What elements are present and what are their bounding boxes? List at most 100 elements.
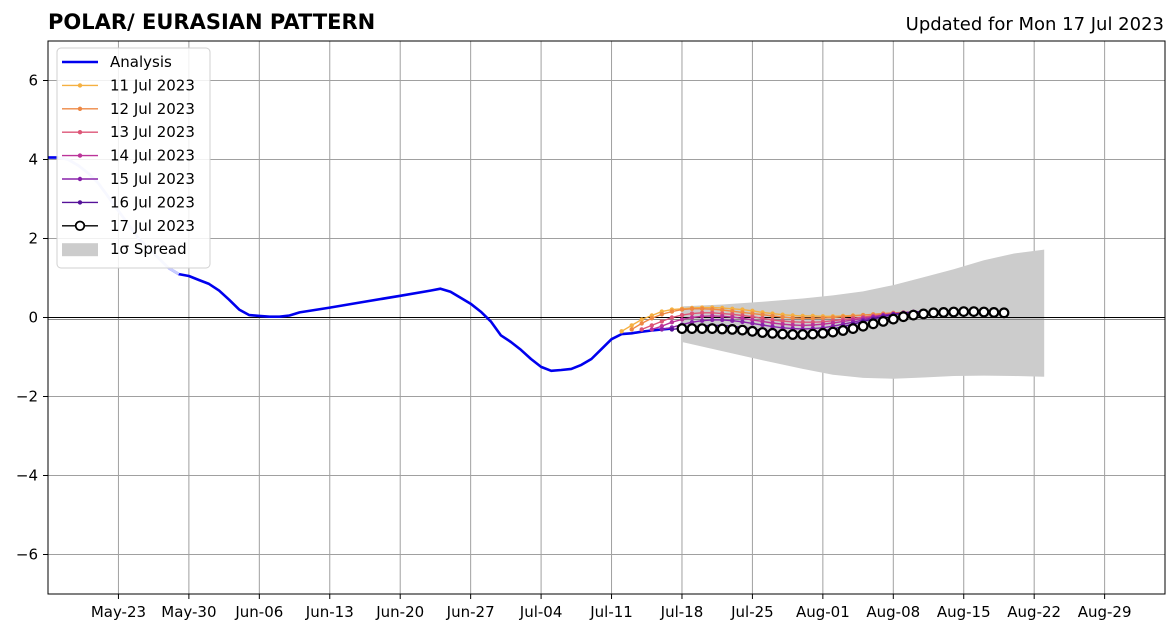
forecast-point-1-4 [669,309,675,314]
forecast-point-6-0 [676,323,688,335]
legend-entry-8: 1σ Spread [62,240,187,258]
forecast-point-3-12 [770,320,775,326]
legend-label-7: 17 Jul 2023 [110,217,195,235]
zero-line [48,317,1165,320]
forecast-point-6-9 [767,327,778,339]
forecast-point-6-18 [857,320,869,332]
legend-marker-4 [77,153,83,158]
forecast-point-6-5 [726,324,738,335]
forecast-point-1-14 [770,313,775,319]
forecast-point-3-15 [800,323,805,328]
x-tick-label-2: Jun-06 [234,603,283,621]
forecast-point-1-19 [820,315,826,321]
forecast-series-1 [629,306,926,332]
forecast-point-6-23 [908,309,919,321]
forecast-point-3-14 [790,322,795,328]
legend-marker-5 [77,176,83,182]
forecast-point-2-4 [679,312,685,318]
forecast-point-6-25 [928,307,939,319]
forecast-point-6-1 [686,323,698,335]
forecast-point-6-4 [716,323,728,335]
legend-marker-2 [77,106,83,111]
forecast-point-4-7 [730,318,735,323]
forecast-point-3-8 [730,314,735,320]
forecast-point-1-16 [790,315,795,321]
legend-label-8: 1σ Spread [110,240,187,258]
legend-entry-4: 14 Jul 2023 [62,147,195,165]
forecast-point-2-1 [649,323,654,328]
forecast-point-3-13 [780,322,785,327]
forecast-point-1-18 [810,316,815,321]
forecast-point-6-19 [867,318,879,330]
forecast-point-2-6 [699,310,705,315]
x-tick-label-6: Jul-04 [519,603,563,621]
y-tick-label-5: 4 [28,151,38,169]
x-tick-label-11: Aug-08 [866,603,920,621]
legend-entry-5: 15 Jul 2023 [62,170,195,188]
forecast-point-3-7 [720,314,725,319]
y-tick-label-3: 0 [28,309,38,327]
forecast-point-3-3 [679,317,685,322]
forecast-point-6-21 [887,313,899,325]
forecast-point-3-11 [760,319,765,324]
legend: Analysis 11 Jul 2023 12 Jul 2023 13 Jul 202… [56,47,211,269]
forecast-point-6-15 [827,326,839,338]
forecast-point-3-6 [710,313,715,319]
forecast-point-3-17 [820,322,826,327]
y-tick-label-6: 6 [28,72,38,90]
forecast-point-4-11 [770,324,775,329]
forecast-point-6-12 [797,329,809,340]
x-axis-ticks: May-23 May-30 Jun-06 Jun-13 Jun-20 Jun-27 Jul-… [91,594,1132,621]
forecast-point-1-7 [699,306,705,311]
forecast-point-6-27 [948,306,960,318]
legend-swatch-8 [62,243,98,257]
forecast-point-6-10 [777,328,788,340]
x-tick-label-3: Jun-13 [305,603,354,621]
forecast-point-2-0 [639,327,644,332]
forecast-point-4-0 [659,327,664,332]
legend-label-5: 15 Jul 2023 [110,170,195,188]
legend-marker-6 [77,200,83,205]
legend-marker-1 [77,83,83,88]
legend-entry-1: 11 Jul 2023 [62,76,195,94]
forecast-point-1-13 [760,312,765,317]
forecast-series-6 [676,306,1010,340]
x-tick-label-10: Aug-01 [796,603,850,621]
forecast-point-6-7 [747,325,758,337]
forecast-point-4-10 [760,322,765,328]
forecast-point-6-8 [757,327,768,338]
forecast-point-6-32 [998,307,1010,319]
forecast-point-1-15 [780,314,785,320]
forecast-point-1-8 [710,307,715,312]
y-tick-label-2: −2 [16,388,38,406]
forecast-point-6-30 [978,306,990,318]
x-tick-label-4: Jun-20 [375,603,424,621]
forecast-point-6-20 [877,316,889,327]
forecast-point-4-6 [720,317,725,323]
forecast-point-3-0 [649,327,654,332]
forecast-point-6-17 [847,323,859,335]
legend-entry-7: 17 Jul 2023 [62,217,195,235]
forecast-point-0-0 [619,329,624,334]
forecast-point-1-1 [639,321,644,326]
forecast-point-1-0 [629,327,634,332]
forecast-point-3-4 [689,315,695,320]
x-tick-label-14: Aug-29 [1078,603,1132,621]
forecast-point-1-5 [679,307,685,312]
forecast-point-3-16 [810,322,815,328]
y-tick-label-0: −6 [16,546,38,564]
legend-label-3: 13 Jul 2023 [110,123,195,141]
chart-title: POLAR/ EURASIAN PATTERN [48,10,375,34]
chart-subtitle: Updated for Mon 17 Jul 2023 [906,14,1164,35]
forecast-point-4-5 [710,317,715,323]
forecast-point-6-3 [706,323,718,335]
forecast-point-1-3 [659,312,664,317]
forecast-point-6-11 [787,329,799,340]
forecast-point-0-2 [639,317,644,322]
forecast-point-5-0 [669,327,675,332]
forecast-point-6-16 [837,325,849,336]
forecast-point-4-9 [750,321,755,326]
x-tick-label-9: Jul-25 [730,603,774,621]
forecast-point-1-9 [720,307,725,313]
forecast-point-2-3 [669,315,675,320]
